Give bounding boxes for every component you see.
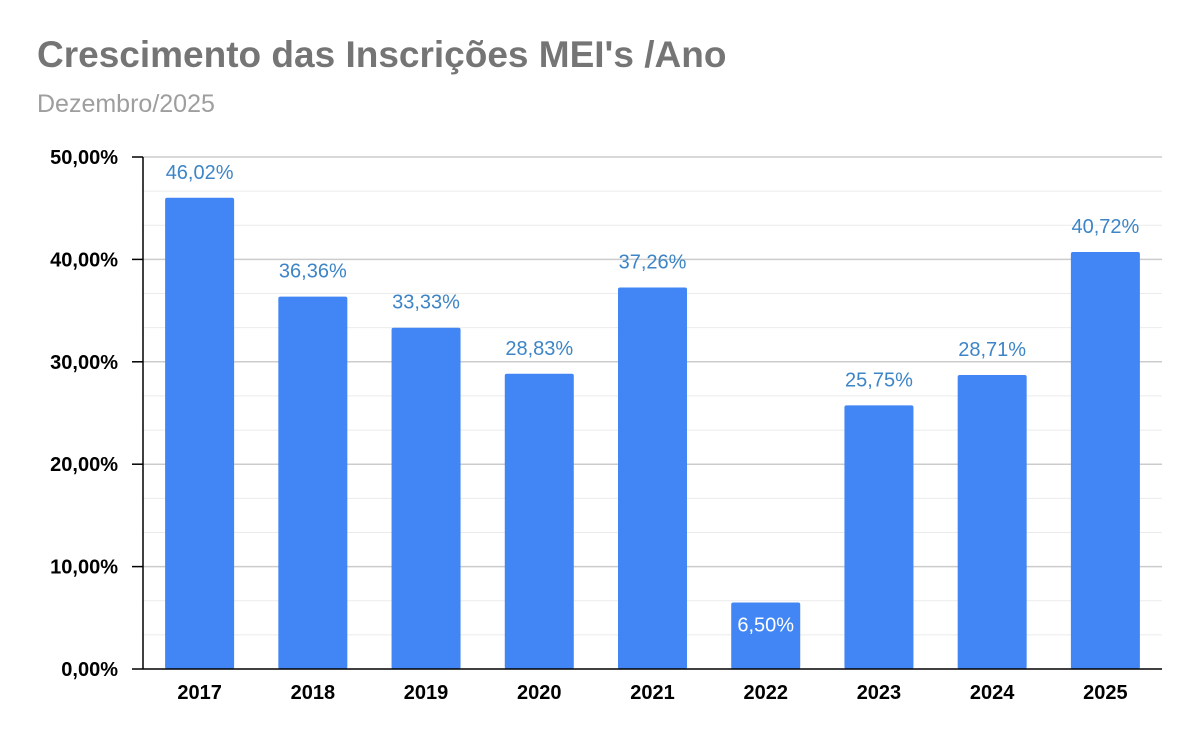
y-tick-label: 30,00% (50, 352, 118, 374)
data-labels: 46,02% 36,36% 33,33% 28,83% 37,26% 6,50% 25,75… (166, 162, 1140, 637)
bar (165, 197, 235, 670)
bar (391, 327, 461, 669)
bar (844, 405, 914, 669)
x-tick-label: 2019 (404, 682, 449, 704)
data-label: 6,50% (737, 614, 794, 636)
data-label: 25,75% (845, 369, 913, 391)
x-tick-label: 2017 (177, 682, 222, 704)
axes: 0,00% 10,00% 20,00% 30,00% 40,00% 50,00% 2017 2… (50, 147, 1162, 704)
bar (957, 375, 1027, 669)
data-label: 37,26% (619, 251, 687, 273)
bar (278, 296, 348, 669)
chart-subtitle: Dezembro/2025 (37, 90, 215, 118)
bars (165, 197, 1140, 670)
bar (731, 602, 801, 669)
x-tick-label: 2025 (1083, 682, 1128, 704)
bar (618, 287, 687, 669)
data-label: 28,71% (958, 339, 1026, 361)
data-label: 46,02% (166, 162, 234, 184)
data-label: 28,83% (505, 338, 573, 360)
x-tick-label: 2018 (291, 682, 336, 704)
x-tick-label: 2021 (630, 682, 675, 704)
data-label: 33,33% (392, 292, 460, 314)
y-tick-label: 50,00% (50, 147, 118, 169)
y-tick-label: 10,00% (50, 557, 118, 579)
bar (504, 373, 574, 669)
x-tick-label: 2022 (743, 682, 788, 704)
chart-title: Crescimento das Inscrições MEI's /Ano (37, 34, 727, 75)
y-tick-label: 0,00% (61, 659, 118, 681)
x-tick-label: 2024 (970, 682, 1015, 704)
data-label: 40,72% (1071, 216, 1139, 238)
data-label: 36,36% (279, 261, 347, 283)
x-tick-label: 2023 (857, 682, 902, 704)
x-tick-label: 2020 (517, 682, 562, 704)
y-tick-label: 20,00% (50, 454, 118, 476)
y-tick-label: 40,00% (50, 249, 118, 271)
bar (1070, 252, 1140, 669)
